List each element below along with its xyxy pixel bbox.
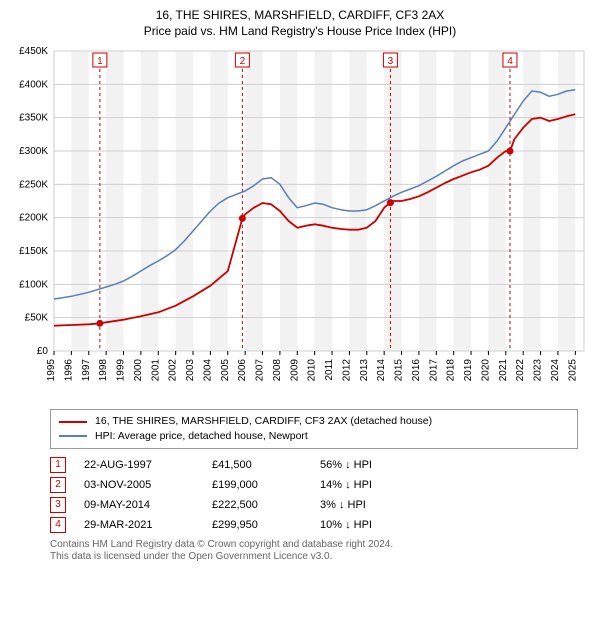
svg-text:3: 3 [388, 56, 394, 67]
transaction-date: 22-AUG-1997 [84, 459, 194, 471]
svg-text:2020: 2020 [480, 359, 491, 382]
transaction-date: 03-NOV-2005 [84, 479, 194, 491]
svg-text:2012: 2012 [341, 359, 352, 382]
legend-label: 16, THE SHIRES, MARSHFIELD, CARDIFF, CF3… [95, 414, 432, 429]
chart-plot: £0 £50K £100K £150K £200K £250K £300K £350K £400… [10, 45, 590, 405]
svg-text:2: 2 [240, 56, 246, 67]
transaction-marker: 3 [50, 497, 66, 513]
svg-text:2011: 2011 [324, 359, 335, 381]
svg-text:£100K: £100K [19, 280, 48, 291]
svg-text:2004: 2004 [202, 359, 213, 382]
transaction-date: 29-MAR-2021 [84, 519, 194, 531]
svg-text:£400K: £400K [19, 80, 48, 91]
attribution-line-2: This data is licensed under the Open Gov… [50, 551, 578, 564]
legend-item: 16, THE SHIRES, MARSHFIELD, CARDIFF, CF3… [59, 414, 569, 429]
chart-legend: 16, THE SHIRES, MARSHFIELD, CARDIFF, CF3… [50, 409, 578, 448]
transactions-table: 1 22-AUG-1997 £41,500 56% ↓ HPI 2 03-NOV-2005… [50, 455, 578, 535]
transaction-hpi: 3% ↓ HPI [320, 499, 578, 511]
svg-text:2009: 2009 [289, 359, 300, 382]
transaction-hpi: 10% ↓ HPI [320, 519, 578, 531]
svg-text:2014: 2014 [376, 359, 387, 382]
transaction-row: 1 22-AUG-1997 £41,500 56% ↓ HPI [50, 455, 578, 475]
transaction-price: £199,000 [212, 479, 302, 491]
svg-text:2001: 2001 [150, 359, 161, 382]
transaction-row: 4 29-MAR-2021 £299,950 10% ↓ HPI [50, 515, 578, 535]
svg-text:4: 4 [507, 56, 513, 67]
attribution-line-1: Contains HM Land Registry data © Crown c… [50, 539, 578, 552]
transaction-date: 09-MAY-2014 [84, 499, 194, 511]
svg-text:2002: 2002 [168, 359, 179, 382]
svg-text:2015: 2015 [394, 359, 405, 382]
transaction-row: 3 09-MAY-2014 £222,500 3% ↓ HPI [50, 495, 578, 515]
svg-text:2023: 2023 [533, 359, 544, 382]
transaction-hpi: 14% ↓ HPI [320, 479, 578, 491]
svg-text:£350K: £350K [19, 113, 48, 124]
transaction-marker: 2 [50, 477, 66, 493]
svg-text:2007: 2007 [255, 359, 266, 382]
svg-text:1995: 1995 [46, 359, 57, 382]
chart-subtitle: Price paid vs. HM Land Registry's House … [10, 24, 590, 40]
transaction-price: £222,500 [212, 499, 302, 511]
svg-text:2003: 2003 [185, 359, 196, 382]
svg-text:2016: 2016 [411, 359, 422, 382]
svg-text:2017: 2017 [428, 359, 439, 382]
svg-text:2022: 2022 [515, 359, 526, 382]
svg-text:£300K: £300K [19, 146, 48, 157]
svg-text:£450K: £450K [19, 46, 48, 57]
svg-text:1997: 1997 [81, 359, 92, 382]
svg-text:£250K: £250K [19, 180, 48, 191]
chart-title: 16, THE SHIRES, MARSHFIELD, CARDIFF, CF3… [10, 8, 590, 24]
svg-text:1996: 1996 [63, 359, 74, 382]
transaction-price: £299,950 [212, 519, 302, 531]
svg-text:2006: 2006 [237, 359, 248, 382]
transaction-price: £41,500 [212, 459, 302, 471]
svg-text:1998: 1998 [98, 359, 109, 382]
svg-text:1999: 1999 [116, 359, 127, 382]
svg-text:2024: 2024 [550, 359, 561, 382]
svg-text:2010: 2010 [307, 359, 318, 382]
svg-text:2008: 2008 [272, 359, 283, 382]
attribution-text: Contains HM Land Registry data © Crown c… [50, 539, 578, 564]
transaction-marker: 1 [50, 457, 66, 473]
svg-text:2021: 2021 [498, 359, 509, 382]
legend-item: HPI: Average price, detached house, Newp… [59, 429, 569, 444]
transaction-row: 2 03-NOV-2005 £199,000 14% ↓ HPI [50, 475, 578, 495]
legend-swatch [59, 421, 87, 423]
svg-text:2005: 2005 [220, 359, 231, 382]
svg-text:£0: £0 [37, 346, 49, 357]
legend-swatch [59, 435, 87, 437]
transaction-marker: 4 [50, 517, 66, 533]
svg-text:2019: 2019 [463, 359, 474, 382]
svg-text:£200K: £200K [19, 213, 48, 224]
legend-label: HPI: Average price, detached house, Newp… [95, 429, 308, 444]
svg-text:2018: 2018 [446, 359, 457, 382]
svg-text:£150K: £150K [19, 246, 48, 257]
svg-text:2013: 2013 [359, 359, 370, 382]
svg-text:2000: 2000 [133, 359, 144, 382]
svg-text:1: 1 [97, 56, 103, 67]
svg-text:2025: 2025 [567, 359, 578, 382]
transaction-hpi: 56% ↓ HPI [320, 459, 578, 471]
svg-text:£50K: £50K [25, 313, 49, 324]
